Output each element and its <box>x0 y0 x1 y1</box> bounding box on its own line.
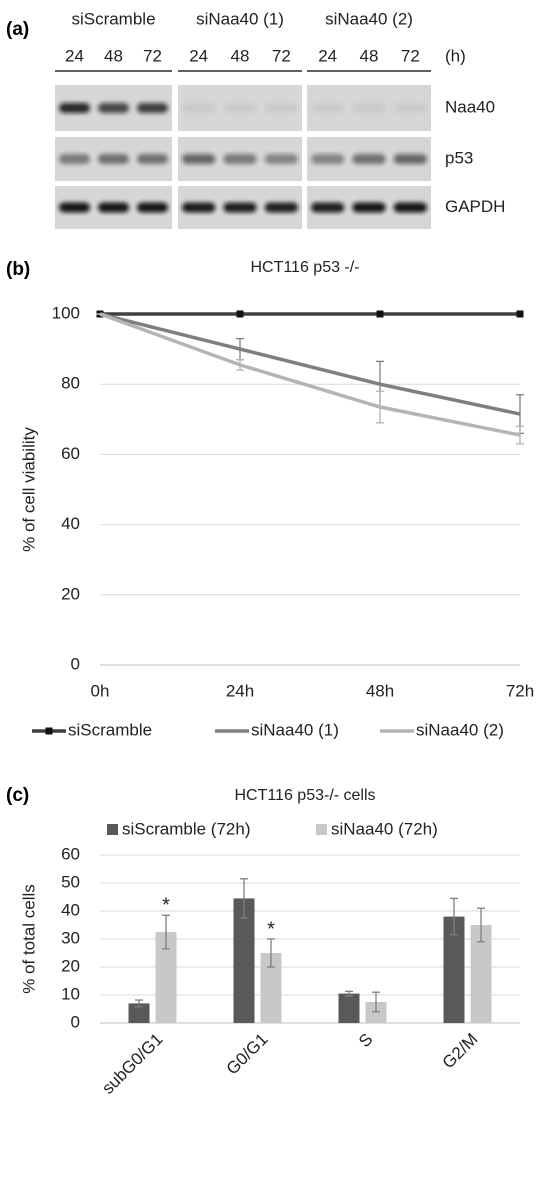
point-marker <box>377 311 384 318</box>
row-label: Naa40 <box>445 97 495 116</box>
blot-band <box>223 103 256 113</box>
y-tick-label: 10 <box>61 984 80 1003</box>
time-label: 24 <box>189 46 208 65</box>
x-tick-label: 48h <box>366 681 394 700</box>
time-label: 24 <box>318 46 337 65</box>
significance: * <box>162 894 170 916</box>
legend-label: siScramble <box>68 720 152 739</box>
blot-band <box>394 154 427 164</box>
chart-title: HCT116 p53-/- cells <box>234 787 375 804</box>
legend-label: siNaa40 (72h) <box>331 819 438 838</box>
blot-band <box>137 203 168 213</box>
x-tick-label: 0h <box>91 681 110 700</box>
blot-band <box>137 154 168 164</box>
blot-band <box>182 154 215 164</box>
legend-swatch <box>316 824 327 835</box>
blot-band <box>223 154 256 164</box>
y-tick-label: 50 <box>61 872 80 891</box>
figure: (a) (b) (c) siScramble 24 48 72 siNaa40 (1) 2… <box>0 0 545 1187</box>
blot-band <box>311 203 344 213</box>
bar <box>339 994 360 1023</box>
y-tick-label: 60 <box>61 444 80 463</box>
chart-title: HCT116 p53 -/- <box>250 259 359 276</box>
time-label: 72 <box>401 46 420 65</box>
blot-band <box>352 203 385 213</box>
panel-label: (b) <box>6 259 30 280</box>
group-label: siNaa40 (2) <box>325 9 413 28</box>
point-marker <box>237 311 244 318</box>
blot-band <box>59 103 90 113</box>
blot-band <box>311 103 344 113</box>
row-label: GAPDH <box>445 197 505 216</box>
blot-band <box>98 154 129 164</box>
blot-band <box>182 203 215 213</box>
y-tick-label: 40 <box>61 514 80 533</box>
y-tick-label: 0 <box>71 654 80 673</box>
point-marker <box>517 311 524 318</box>
group-label: siScramble <box>71 9 155 28</box>
blot-band <box>182 103 215 113</box>
blot-band <box>352 103 385 113</box>
y-axis-title: % of total cells <box>19 884 38 994</box>
legend-swatch <box>107 824 118 835</box>
time-label: 72 <box>272 46 291 65</box>
y-tick-label: 0 <box>71 1012 80 1031</box>
blot-band <box>98 103 129 113</box>
panel-label: (c) <box>6 785 29 806</box>
row-label: p53 <box>445 148 473 167</box>
unit-label: (h) <box>445 46 466 65</box>
y-tick-label: 100 <box>52 303 80 322</box>
time-label: 72 <box>143 46 162 65</box>
y-axis-title: % of cell viability <box>19 427 38 552</box>
time-label: 48 <box>231 46 250 65</box>
blot-band <box>311 154 344 164</box>
y-tick-label: 20 <box>61 584 80 603</box>
legend-label: siNaa40 (1) <box>251 720 339 739</box>
blot-band <box>394 203 427 213</box>
series-line <box>100 314 520 414</box>
x-tick-label: G2/M <box>439 1030 482 1073</box>
blot-band <box>265 103 298 113</box>
blot-band <box>59 203 90 213</box>
time-label: 24 <box>65 46 84 65</box>
blot-band <box>98 203 129 213</box>
legend-marker <box>46 728 53 735</box>
legend-label: siScramble (72h) <box>122 819 251 838</box>
time-label: 48 <box>104 46 123 65</box>
blot-band <box>352 154 385 164</box>
blot-band <box>265 154 298 164</box>
x-tick-label: S <box>355 1030 376 1051</box>
series-line <box>100 314 520 435</box>
x-tick-label: subG0/G1 <box>98 1030 166 1098</box>
blot-band <box>223 203 256 213</box>
x-tick-label: 72h <box>506 681 534 700</box>
x-tick-label: G0/G1 <box>223 1030 272 1079</box>
blot-band <box>265 203 298 213</box>
blot-band <box>394 103 427 113</box>
legend-label: siNaa40 (2) <box>416 720 504 739</box>
y-tick-label: 20 <box>61 956 80 975</box>
y-tick-label: 80 <box>61 374 80 393</box>
blot-band <box>137 103 168 113</box>
y-tick-label: 30 <box>61 928 80 947</box>
time-label: 48 <box>360 46 379 65</box>
y-tick-label: 60 <box>61 844 80 863</box>
panel-label: (a) <box>6 19 29 40</box>
x-tick-label: 24h <box>226 681 254 700</box>
significance: * <box>267 918 275 940</box>
blot-band <box>59 154 90 164</box>
group-label: siNaa40 (1) <box>196 9 284 28</box>
y-tick-label: 40 <box>61 900 80 919</box>
